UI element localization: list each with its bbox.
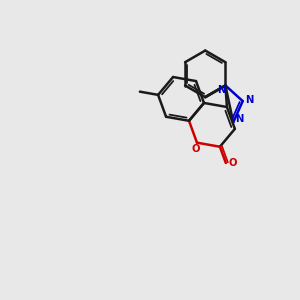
Text: N: N bbox=[217, 85, 225, 95]
Text: N: N bbox=[245, 94, 254, 105]
Text: O: O bbox=[228, 158, 237, 168]
Text: N: N bbox=[235, 114, 243, 124]
Text: O: O bbox=[192, 144, 200, 154]
